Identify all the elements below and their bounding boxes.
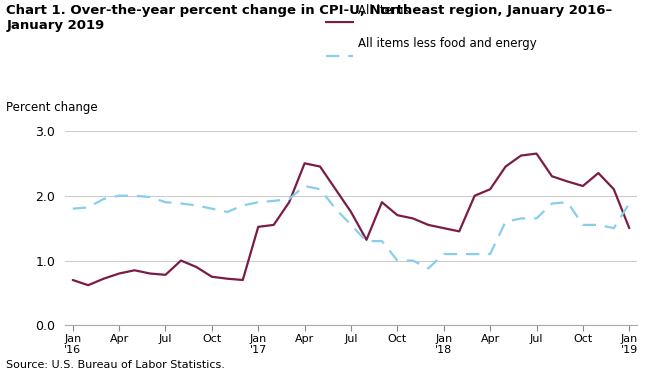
Text: Percent change: Percent change xyxy=(6,101,98,114)
Text: Source: U.S. Bureau of Labor Statistics.: Source: U.S. Bureau of Labor Statistics. xyxy=(6,360,226,370)
Text: Chart 1. Over-the-year percent change in CPI-U, Northeast region, January 2016–
: Chart 1. Over-the-year percent change in… xyxy=(6,4,613,32)
Text: All items less food and energy: All items less food and energy xyxy=(358,37,536,50)
Text: All items: All items xyxy=(358,4,409,17)
